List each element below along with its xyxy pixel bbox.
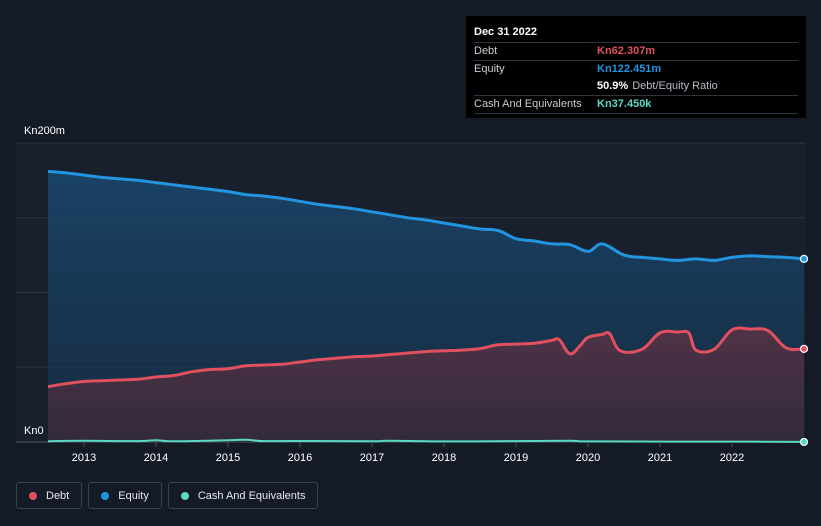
x-tick-label: 2022 (720, 452, 744, 464)
tooltip-debt-label: Debt (474, 45, 498, 57)
tooltip-row-ratio: 50.9% Debt/Equity Ratio (474, 78, 798, 95)
tooltip-ratio-value: 50.9% (597, 80, 629, 92)
legend-item-cash[interactable]: Cash And Equivalents (167, 482, 319, 509)
x-tick-label: 2018 (432, 452, 456, 464)
legend-cash-label: Cash And Equivalents (197, 489, 306, 502)
x-tick-label: 2017 (360, 452, 384, 464)
x-tick-label: 2014 (144, 452, 168, 464)
data-tooltip: Dec 31 2022 Debt Kn62.307m Equity Kn122.… (466, 16, 806, 118)
equity-end-marker (799, 254, 809, 263)
tooltip-row-cash: Cash And Equivalents Kn37.450k (474, 95, 798, 113)
x-tick-label: 2013 (72, 452, 96, 464)
series-areas (48, 171, 804, 442)
tooltip-ratio-label: Debt/Equity Ratio (632, 80, 718, 92)
x-axis-ticks: 2013 2014 2015 2016 2017 2018 2019 2020 2021 2022 (72, 442, 744, 464)
y-tick-label-max: Kn200m (24, 125, 65, 137)
equity-line (47, 169, 805, 262)
cash-line (47, 438, 805, 443)
tooltip-bottom-rule (474, 113, 798, 114)
legend-item-debt[interactable]: Debt (16, 482, 83, 509)
x-tick-label: 2019 (504, 452, 528, 464)
debt-end-marker (799, 344, 809, 353)
tooltip-cash-label: Cash And Equivalents (474, 98, 582, 110)
cash-dot-icon (180, 491, 189, 500)
series-lines (47, 169, 805, 443)
x-tick-label: 2020 (576, 452, 600, 464)
legend-debt-label: Debt (46, 489, 70, 502)
tooltip-debt-value: Kn62.307m (597, 45, 656, 57)
legend-equity-label: Equity (118, 489, 149, 502)
chart-legend: Debt Equity Cash And Equivalents (16, 482, 319, 509)
tooltip-row-debt: Debt Kn62.307m (474, 42, 798, 60)
debt-line (47, 326, 805, 389)
cash-end-marker (799, 437, 809, 447)
tooltip-date: Dec 31 2022 (474, 26, 537, 38)
tooltip-row-equity: Equity Kn122.451m (474, 60, 798, 78)
end-markers (799, 254, 809, 447)
x-tick-label: 2021 (648, 452, 672, 464)
legend-item-equity[interactable]: Equity (88, 482, 162, 509)
debt-area (48, 327, 804, 442)
equity-dot-icon (101, 491, 110, 500)
x-tick-label: 2016 (288, 452, 312, 464)
x-tick-label: 2015 (216, 452, 240, 464)
tooltip-equity-label: Equity (474, 63, 505, 75)
tooltip-equity-value: Kn122.451m (597, 63, 662, 75)
tooltip-cash-value: Kn37.450k (597, 98, 652, 110)
debt-dot-icon (29, 491, 37, 500)
y-tick-label-zero: Kn0 (24, 425, 44, 437)
